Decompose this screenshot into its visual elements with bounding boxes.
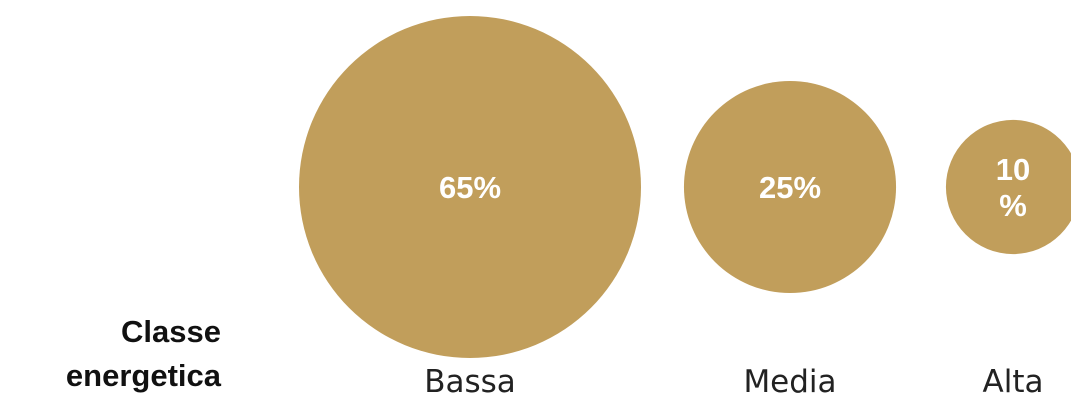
axis-title: Classe energetica — [66, 310, 221, 398]
category-label-bassa: Bassa — [424, 364, 516, 400]
value-label-media: 25% — [759, 170, 821, 205]
category-labels-group: Bassa Media Alta — [424, 364, 1043, 400]
value-label-alta: 10% — [996, 152, 1030, 223]
bubble-alta — [945, 119, 1071, 255]
axis-title-line-2: energetica — [65, 358, 221, 393]
axis-title-line-1: Classe — [121, 314, 221, 349]
bubbles-group: 65% 25% 10% — [299, 16, 1071, 358]
value-label-bassa: 65% — [439, 170, 501, 205]
bubble-media — [683, 80, 897, 294]
bubble-bassa — [299, 16, 641, 358]
category-label-alta: Alta — [983, 364, 1044, 400]
category-label-media: Media — [743, 364, 836, 400]
